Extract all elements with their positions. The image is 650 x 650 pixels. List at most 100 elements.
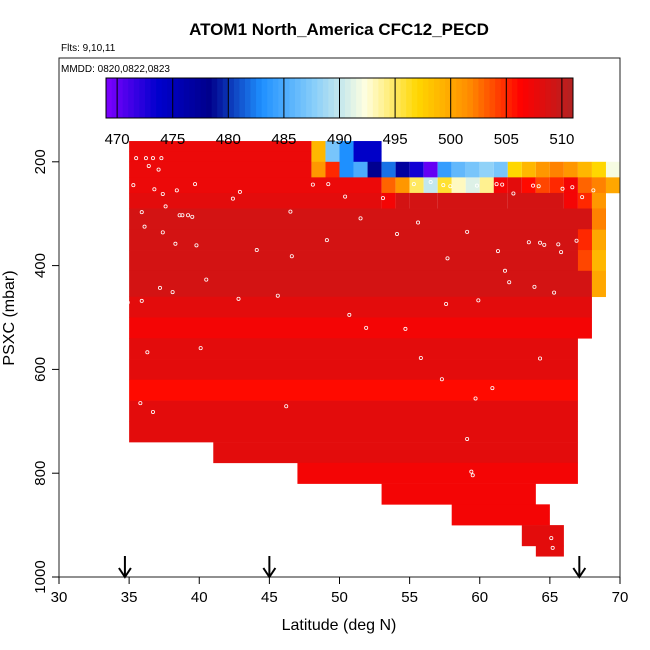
heatmap-cell [129, 161, 312, 178]
observation-point [476, 298, 481, 303]
colorbar-swatch [117, 78, 124, 118]
observation-point [194, 243, 199, 248]
y-tick-label: 1000 [32, 560, 49, 593]
heatmap-cell [577, 229, 592, 251]
colorbar-swatch [178, 78, 185, 118]
observation-point [536, 184, 541, 189]
observation-point [156, 167, 161, 172]
y-tick-label: 200 [32, 149, 49, 174]
observation-point [538, 356, 543, 361]
observation-point [284, 404, 289, 409]
heatmap-cell [129, 400, 578, 422]
colorbar-swatch [217, 78, 224, 118]
x-tick-label: 30 [51, 589, 68, 606]
heatmap-cell [465, 161, 480, 178]
heatmap-cell [409, 177, 424, 194]
observation-point [465, 229, 470, 234]
colorbar-swatch [272, 78, 279, 118]
y-tick-label: 600 [32, 357, 49, 382]
observation-point [152, 187, 157, 192]
observation-point [139, 298, 144, 303]
heatmap-cell [535, 177, 550, 194]
colorbar-swatch [456, 78, 463, 118]
colorbar-swatch [389, 78, 396, 118]
colorbar-swatch [200, 78, 207, 118]
observation-point [532, 284, 537, 289]
heatmap-cell [451, 161, 466, 178]
colorbar-swatch [472, 78, 479, 118]
heatmap-cell [129, 421, 578, 443]
colorbar-swatch [350, 78, 357, 118]
colorbar-swatch [395, 78, 402, 118]
observation-point [559, 250, 564, 255]
colorbar-tick-label: 490 [327, 131, 352, 148]
colorbar-swatch [356, 78, 363, 118]
heatmap-cell [129, 192, 382, 209]
observation-point [507, 280, 512, 285]
heatmap-cell [129, 177, 382, 194]
observation-point [150, 156, 155, 161]
observation-point [416, 220, 421, 225]
observation-point [163, 204, 168, 209]
colorbar-swatch [289, 78, 296, 118]
observation-point [465, 436, 470, 441]
y-tick-label: 800 [32, 461, 49, 486]
heatmap-cell [535, 161, 550, 178]
observation-point [474, 183, 479, 188]
observation-point [150, 409, 155, 414]
colorbar-swatch [189, 78, 196, 118]
observation-point [170, 290, 175, 295]
colorbar-swatch [378, 78, 385, 118]
heatmap-cell [563, 177, 578, 194]
heatmap-cell [423, 177, 438, 194]
observation-point [142, 224, 147, 229]
observation-point [428, 180, 433, 185]
chart-title: ATOM1 North_America CFC12_PECD [189, 20, 489, 39]
observation-point [495, 249, 500, 254]
observation-point [441, 183, 446, 188]
heatmap-cell [129, 379, 578, 401]
latitude-arrow [572, 556, 587, 579]
latitude-arrow [262, 556, 277, 579]
y-axis-label: PSXC (mbar) [1, 270, 18, 365]
colorbar-swatch [467, 78, 474, 118]
colorbar-swatch [311, 78, 318, 118]
colorbar-swatch [211, 78, 218, 118]
heatmap-cell [507, 177, 522, 194]
heatmap-cell [577, 192, 592, 209]
heatmap-cell [409, 161, 424, 178]
colorbar-swatch [361, 78, 368, 118]
x-tick-label: 60 [471, 589, 488, 606]
heatmap-cell [129, 151, 312, 163]
observation-point [444, 302, 449, 307]
colorbar-swatch [333, 78, 340, 118]
x-tick-label: 55 [401, 589, 418, 606]
colorbar-swatch [339, 78, 346, 118]
colorbar-swatch [256, 78, 263, 118]
observation-point [125, 300, 130, 305]
colorbar-tick-label: 510 [549, 131, 574, 148]
heatmap-cell [605, 161, 620, 178]
colorbar-swatch [150, 78, 157, 118]
observation-point [173, 241, 178, 246]
observation-point [254, 248, 259, 253]
colorbar-swatch [183, 78, 190, 118]
flights-annotation: Flts: 9,10,11 [61, 43, 116, 54]
colorbar-swatch [261, 78, 268, 118]
dates-annotation: MMDD: 0820,0822,0823 [61, 64, 170, 75]
heatmap-cell [381, 177, 396, 194]
colorbar-swatch [167, 78, 174, 118]
observation-point [395, 231, 400, 236]
observation-point [439, 377, 444, 382]
heatmap-cell [437, 161, 452, 178]
y-tick-label: 400 [32, 253, 49, 278]
observation-point [326, 182, 331, 187]
heatmap-cell [395, 192, 410, 209]
observation-point [143, 156, 148, 161]
observation-point [473, 396, 478, 401]
observation-point [526, 240, 531, 245]
observation-point [145, 350, 150, 355]
heatmap-cell [451, 504, 550, 526]
heatmap-cell [465, 177, 480, 194]
observation-point [574, 238, 579, 243]
